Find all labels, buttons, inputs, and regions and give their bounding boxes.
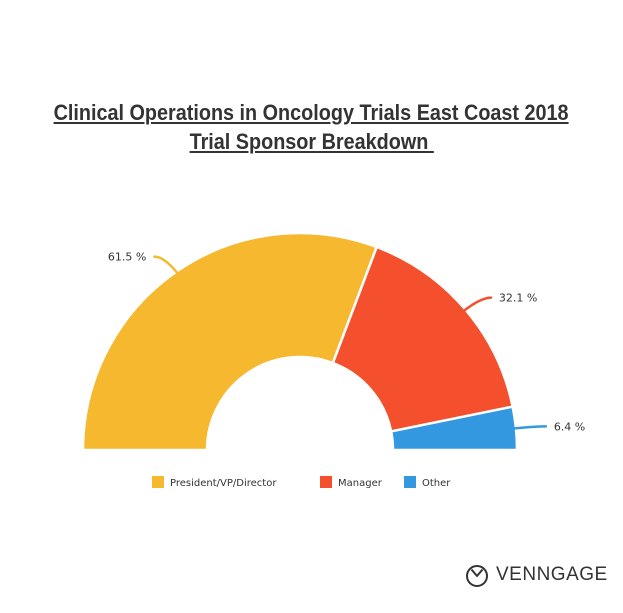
- leader-line-other: [502, 425, 548, 431]
- chart-leader-lines: [153, 255, 548, 431]
- value-label-manager: 32.1 %: [499, 292, 537, 305]
- chart-title-line-2: Trial Sponsor Breakdown: [189, 129, 434, 154]
- chart-legend: President/VP/Director Manager Other: [152, 476, 451, 489]
- legend-swatch-president-vp-director: [152, 476, 164, 488]
- pie-slice-manager: [331, 245, 515, 433]
- legend-label-manager: Manager: [338, 478, 383, 489]
- legend-swatch-other: [404, 476, 416, 488]
- brand-name: VENNGAGE: [496, 564, 608, 585]
- leader-line-manager: [454, 296, 493, 319]
- venngage-logo-icon: [466, 565, 488, 587]
- leader-line-president-vp-director: [153, 255, 185, 283]
- legend-swatch-manager: [320, 476, 332, 488]
- legend-label-president-vp-director: President/VP/Director: [170, 478, 277, 489]
- chart-slices: [81, 231, 519, 452]
- pie-slice-president-vp-director: [81, 231, 379, 452]
- brand-footer: VENNGAGE: [464, 560, 608, 590]
- chart-title-line-1: Clinical Operations in Oncology Trials E…: [54, 100, 569, 125]
- value-label-other: 6.4 %: [554, 420, 585, 433]
- legend-label-other: Other: [422, 478, 451, 489]
- pie-slice-other: [389, 405, 519, 452]
- chart-title: Clinical Operations in Oncology Trials E…: [0, 98, 623, 156]
- value-label-president-vp-director: 61.5 %: [108, 251, 146, 264]
- chart-value-labels: 61.5 % 32.1 % 6.4 %: [108, 251, 585, 434]
